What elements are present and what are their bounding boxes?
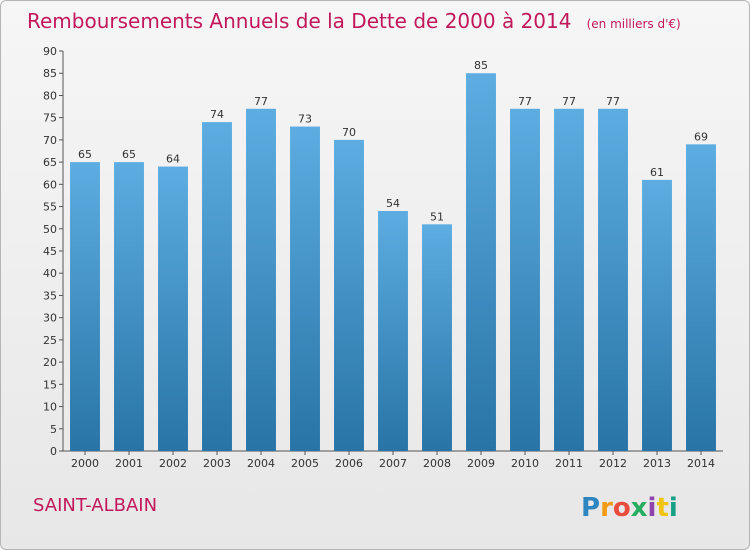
y-tick-label: 50 bbox=[43, 223, 57, 236]
bar bbox=[466, 73, 496, 451]
y-tick-label: 20 bbox=[43, 356, 57, 369]
y-tick-label: 40 bbox=[43, 267, 57, 280]
y-tick-label: 35 bbox=[43, 289, 57, 302]
bar bbox=[158, 166, 188, 452]
y-tick-label: 65 bbox=[43, 156, 57, 169]
y-tick-label: 15 bbox=[43, 378, 57, 391]
bar bbox=[598, 108, 628, 452]
bar bbox=[334, 139, 364, 451]
axes: 0 5 10 15 20 25 30 35 40 45 50 55 60 65 70 75 80 85 90 2000… bbox=[43, 45, 723, 470]
data-label: 64 bbox=[166, 153, 180, 166]
data-label: 65 bbox=[122, 148, 136, 161]
x-tick-label: 2003 bbox=[203, 457, 231, 470]
bar bbox=[510, 108, 540, 452]
x-tick-label: 2004 bbox=[247, 457, 275, 470]
x-tick-label: 2008 bbox=[423, 457, 451, 470]
x-tick-label: 2014 bbox=[687, 457, 715, 470]
data-label: 51 bbox=[430, 210, 444, 223]
bar bbox=[686, 144, 716, 452]
x-tick-label: 2000 bbox=[71, 457, 99, 470]
y-tick-label: 80 bbox=[43, 89, 57, 102]
x-tick-label: 2002 bbox=[159, 457, 187, 470]
data-label: 77 bbox=[518, 95, 532, 108]
bar bbox=[290, 126, 320, 452]
bar bbox=[70, 162, 100, 451]
y-tick-label: 10 bbox=[43, 401, 57, 414]
y-tick-label: 90 bbox=[43, 45, 57, 58]
y-tick-label: 30 bbox=[43, 312, 57, 325]
x-tick-label: 2009 bbox=[467, 457, 495, 470]
y-tick-label: 60 bbox=[43, 178, 57, 191]
data-label: 77 bbox=[254, 95, 268, 108]
data-label: 70 bbox=[342, 126, 356, 139]
y-tick-label: 70 bbox=[43, 134, 57, 147]
y-tick-label: 75 bbox=[43, 112, 57, 125]
x-tick-label: 2007 bbox=[379, 457, 407, 470]
data-label: 65 bbox=[78, 148, 92, 161]
title-row: Remboursements Annuels de la Dette de 20… bbox=[27, 9, 681, 33]
y-tick-label: 85 bbox=[43, 67, 57, 80]
y-tick-label: 55 bbox=[43, 201, 57, 214]
bar bbox=[246, 108, 276, 452]
bar bbox=[554, 108, 584, 452]
chart-title: Remboursements Annuels de la Dette de 20… bbox=[27, 9, 572, 33]
value-labels: 65 65 64 74 77 73 70 54 51 85 77 77 77 61 69 bbox=[78, 59, 708, 223]
bar bbox=[114, 162, 144, 451]
data-label: 61 bbox=[650, 166, 664, 179]
data-label: 73 bbox=[298, 113, 312, 126]
bars bbox=[70, 73, 716, 452]
town-name: SAINT-ALBAIN bbox=[33, 495, 158, 516]
x-tick-label: 2006 bbox=[335, 457, 363, 470]
y-tick-label: 45 bbox=[43, 245, 57, 258]
bar bbox=[378, 211, 408, 451]
x-tick-label: 2013 bbox=[643, 457, 671, 470]
chart-subtitle: (en milliers d'€) bbox=[586, 17, 681, 31]
data-label: 77 bbox=[606, 95, 620, 108]
y-tick-label: 5 bbox=[50, 423, 57, 436]
bar bbox=[642, 179, 672, 451]
bar bbox=[422, 224, 452, 451]
data-label: 77 bbox=[562, 95, 576, 108]
bar bbox=[202, 122, 232, 451]
y-tick-label: 0 bbox=[50, 445, 57, 458]
y-tick-label: 25 bbox=[43, 334, 57, 347]
proxiti-logo: Proxiti bbox=[581, 493, 678, 523]
x-tick-label: 2011 bbox=[555, 457, 583, 470]
data-label: 74 bbox=[210, 108, 224, 121]
data-label: 85 bbox=[474, 59, 488, 72]
logo-text: Proxiti bbox=[581, 493, 678, 523]
x-tick-label: 2012 bbox=[599, 457, 627, 470]
x-tick-label: 2005 bbox=[291, 457, 319, 470]
x-tick-label: 2001 bbox=[115, 457, 143, 470]
data-label: 54 bbox=[386, 197, 400, 210]
data-label: 69 bbox=[694, 130, 708, 143]
x-tick-label: 2010 bbox=[511, 457, 539, 470]
